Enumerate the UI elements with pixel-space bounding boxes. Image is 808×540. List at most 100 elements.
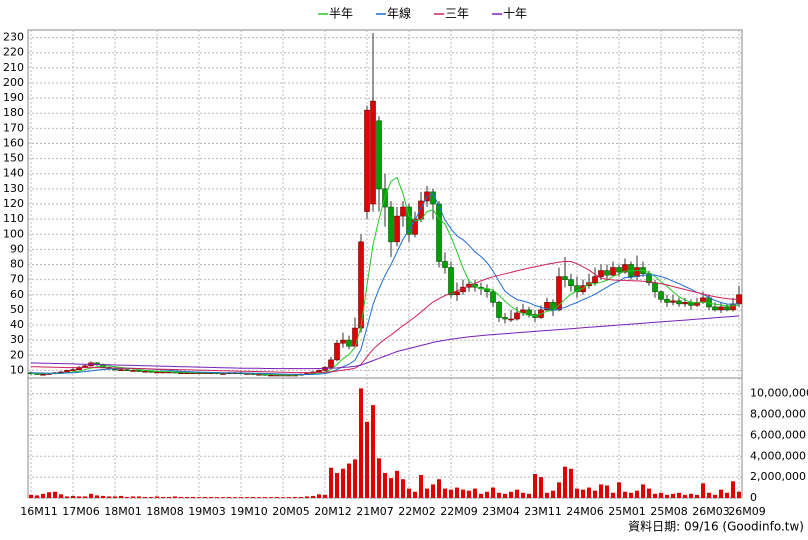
- candle-body: [646, 273, 652, 283]
- volume-bar: [215, 497, 219, 498]
- candle-body: [658, 291, 664, 300]
- y-tick-label: 130: [3, 182, 24, 195]
- x-tick-label: 23M11: [524, 505, 562, 518]
- candle-body: [346, 339, 352, 347]
- candle-body: [220, 373, 226, 375]
- x-tick-label: 25M08: [650, 505, 688, 518]
- legend-label: 十年: [503, 7, 527, 21]
- volume-bar: [383, 472, 387, 498]
- candle-body: [676, 300, 682, 305]
- volume-bar: [653, 493, 657, 498]
- candle-body: [442, 261, 448, 268]
- ma-line: [30, 315, 740, 370]
- volume-bar: [509, 491, 513, 498]
- volume-bar: [209, 496, 213, 498]
- volume-bar: [143, 496, 147, 498]
- candle-body: [328, 359, 334, 368]
- volume-bar: [245, 497, 249, 498]
- candle-body: [622, 264, 628, 273]
- volume-bar: [77, 496, 81, 498]
- volume-bar: [575, 488, 579, 498]
- candle-body: [418, 200, 424, 220]
- volume-bar: [593, 490, 597, 498]
- volume-bar: [341, 468, 345, 498]
- candle-body: [316, 370, 322, 373]
- volume-bar: [497, 492, 501, 498]
- volume-bar: [353, 459, 357, 498]
- y-tick-label: 40: [10, 318, 24, 331]
- volume-tick-label: 0: [750, 491, 757, 504]
- candle-body: [118, 369, 124, 371]
- volume-bar: [617, 482, 621, 498]
- volume-bar: [731, 481, 735, 498]
- y-tick-label: 50: [10, 303, 24, 316]
- volume-bar: [275, 496, 279, 498]
- candle-body: [64, 370, 70, 373]
- candle-body: [664, 299, 670, 303]
- volume-bar: [533, 474, 537, 498]
- candle-body: [334, 342, 340, 361]
- volume-bar: [479, 493, 483, 498]
- y-tick-label: 220: [3, 46, 24, 59]
- candle-body: [142, 370, 148, 373]
- volume-bar: [599, 484, 603, 498]
- candle-body: [388, 206, 394, 243]
- y-tick-label: 150: [3, 152, 24, 165]
- candle-body: [562, 276, 568, 280]
- x-tick-label: 20M05: [272, 505, 310, 518]
- volume-bar: [587, 487, 591, 498]
- candle-body: [502, 317, 508, 320]
- candle-body: [610, 267, 616, 276]
- volume-bar: [371, 405, 375, 498]
- candle-body: [154, 371, 160, 374]
- volume-bar: [113, 496, 117, 498]
- candle-body: [340, 339, 346, 344]
- y-tick-label: 10: [10, 363, 24, 376]
- volume-bar: [695, 494, 699, 498]
- candle-body: [352, 327, 358, 347]
- volume-bar: [299, 496, 303, 498]
- volume-bar: [95, 495, 99, 498]
- volume-bar: [725, 492, 729, 498]
- volume-bar: [551, 490, 555, 498]
- y-tick-label: 160: [3, 136, 24, 149]
- volume-tick-label: 8,000,000: [750, 408, 806, 421]
- candle-body: [724, 306, 730, 311]
- volume-bar: [389, 478, 393, 498]
- volume-bar: [281, 497, 285, 498]
- x-tick-label: 21M07: [356, 505, 394, 518]
- y-tick-label: 180: [3, 106, 24, 119]
- candle-body: [40, 373, 46, 376]
- candle-body: [124, 369, 130, 371]
- volume-bar: [719, 489, 723, 498]
- volume-bar: [53, 491, 57, 498]
- volume-bar: [149, 496, 153, 498]
- volume-bar: [179, 496, 183, 498]
- volume-bar: [119, 495, 123, 498]
- y-tick-label: 110: [3, 212, 24, 225]
- x-tick-label: 17M06: [62, 505, 100, 518]
- volume-bar: [623, 491, 627, 498]
- candle-body: [322, 367, 328, 371]
- candle-body: [136, 370, 142, 372]
- x-tick-label: 24M06: [566, 505, 604, 518]
- volume-bar: [659, 492, 663, 498]
- volume-bar: [569, 468, 573, 498]
- volume-bar: [41, 493, 45, 498]
- volume-bar: [707, 492, 711, 498]
- y-tick-label: 120: [3, 197, 24, 210]
- volume-bar: [713, 494, 717, 498]
- volume-bar: [359, 388, 363, 498]
- volume-tick-label: 2,000,000: [750, 470, 806, 483]
- volume-bar: [35, 495, 39, 498]
- candle-body: [604, 270, 610, 276]
- volume-bar: [203, 496, 207, 498]
- candle-body: [718, 306, 724, 311]
- y-tick-label: 170: [3, 121, 24, 134]
- volume-bar: [635, 490, 639, 498]
- x-tick-label: 26M09: [728, 505, 766, 518]
- x-tick-label: 19M03: [188, 505, 226, 518]
- volume-bar: [515, 489, 519, 498]
- volume-bar: [185, 496, 189, 498]
